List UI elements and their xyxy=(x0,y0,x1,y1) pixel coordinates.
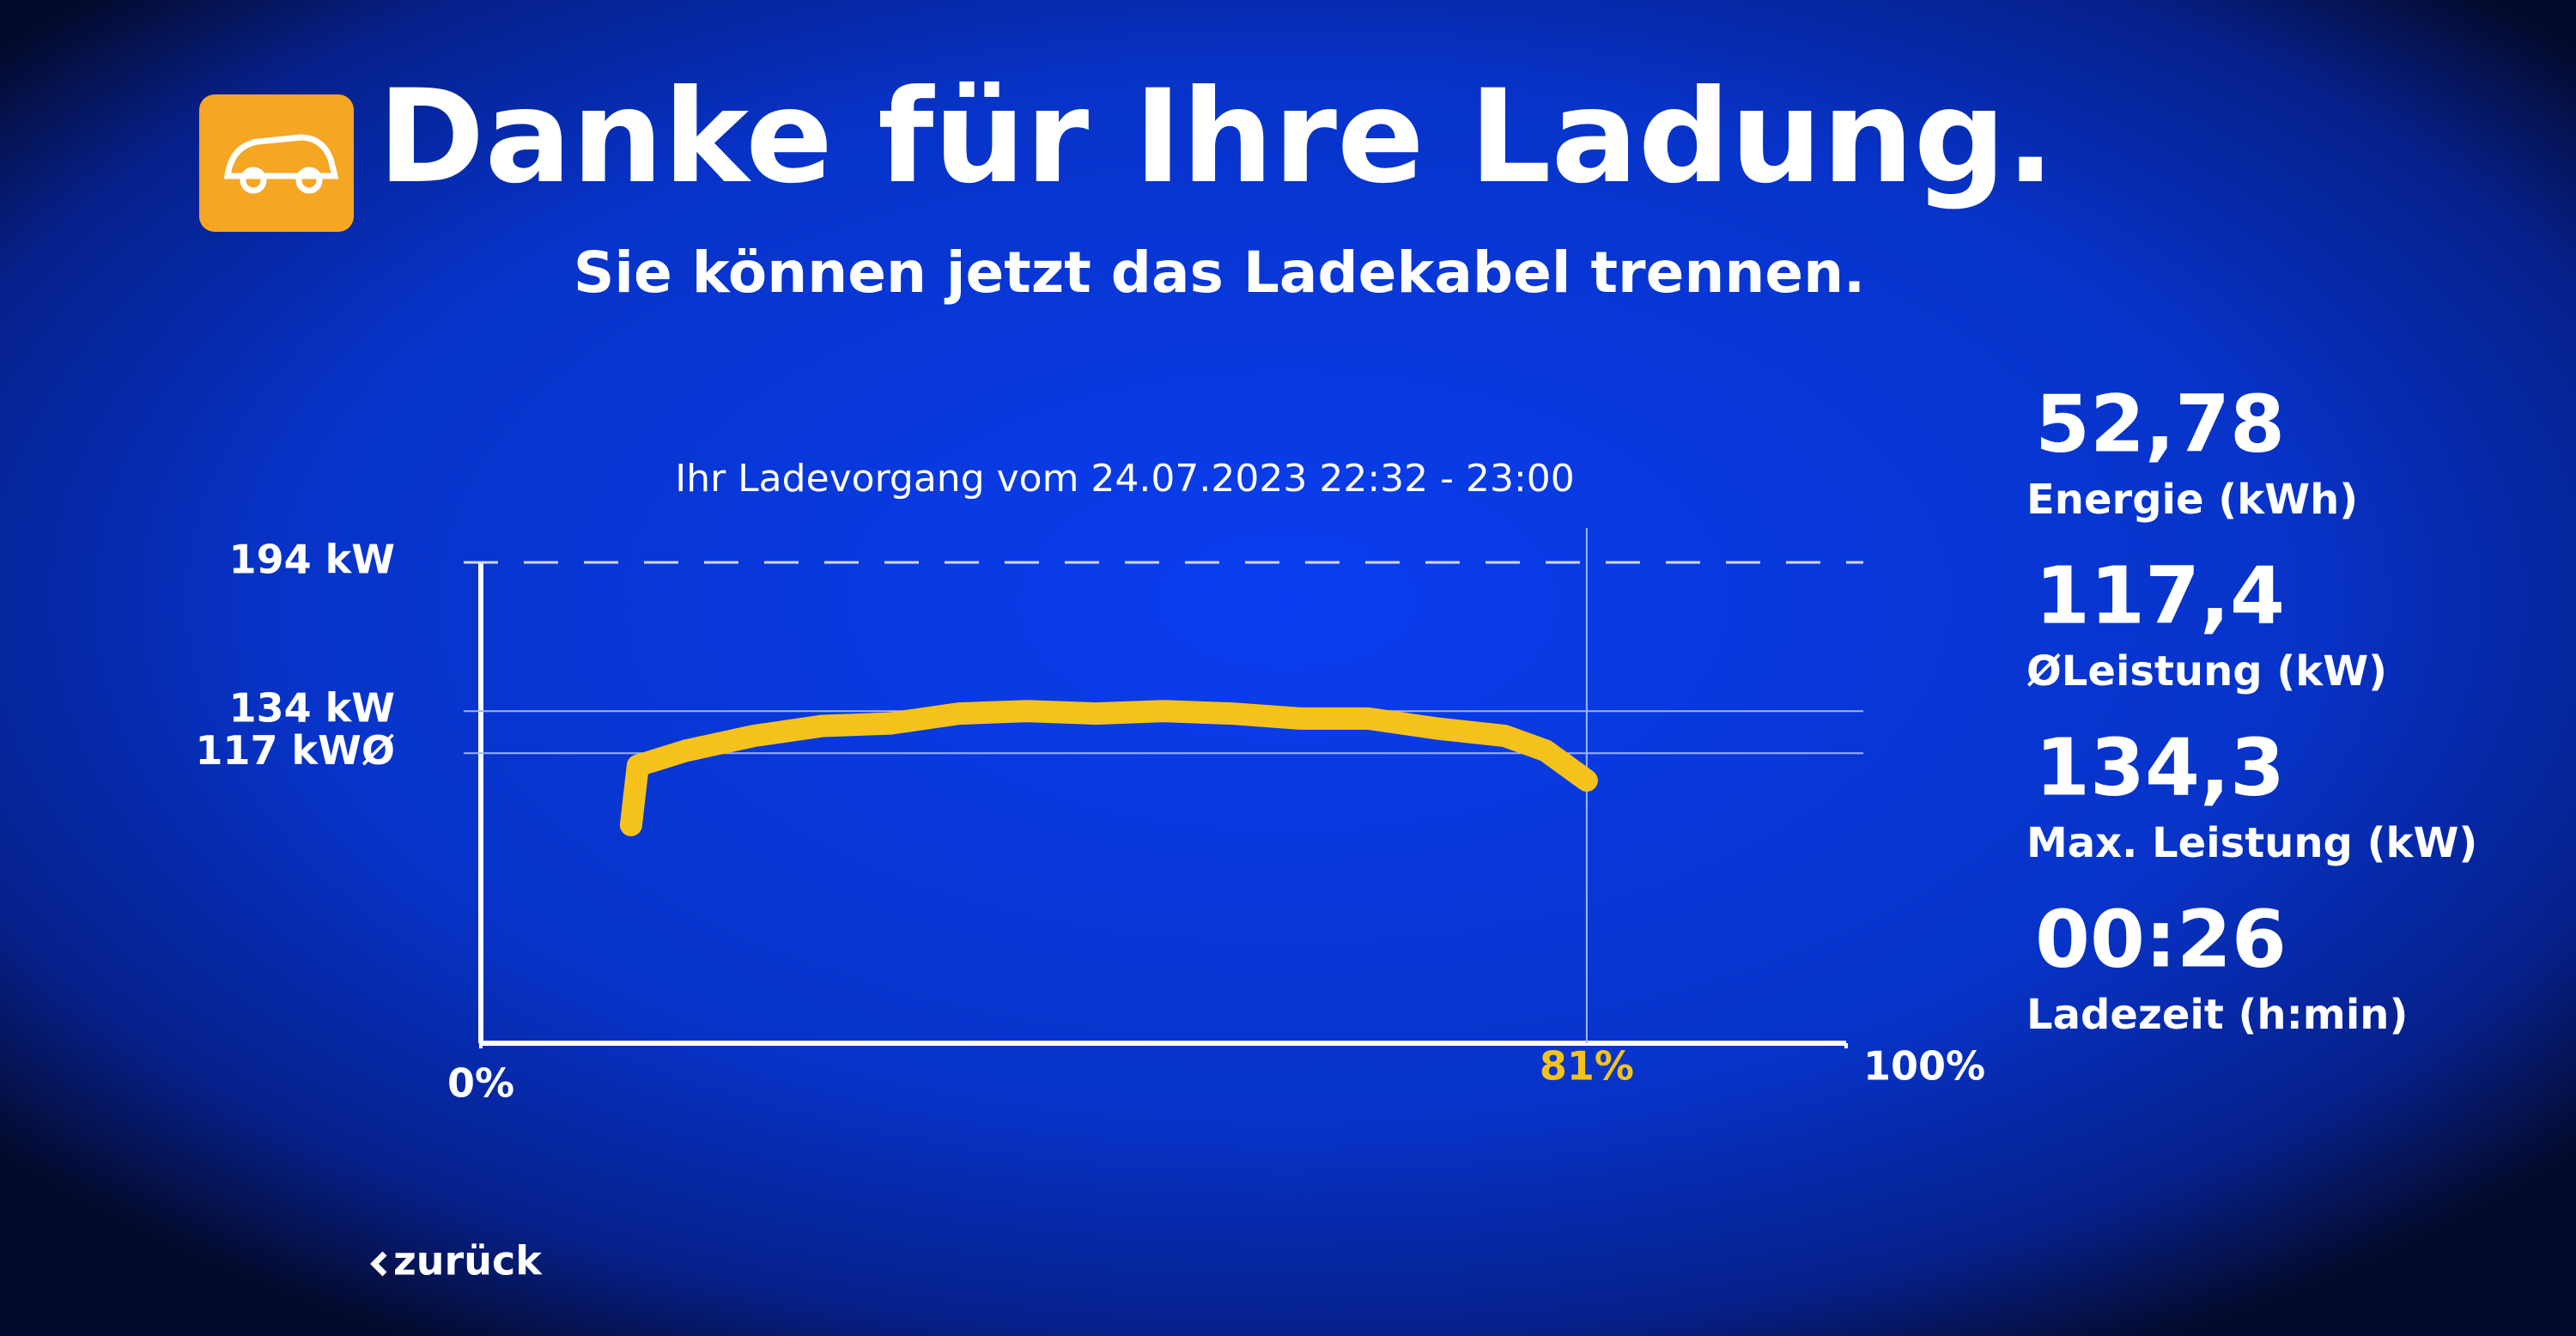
x-tick-label: 81% xyxy=(1540,1043,1634,1090)
y-tick-label: 194 kW xyxy=(229,537,395,583)
back-button[interactable]: zurück xyxy=(370,1238,543,1284)
stat-value: 52,78 xyxy=(2035,378,2285,470)
subtitle: Sie können jetzt das Ladekabel trennen. xyxy=(574,240,1865,306)
stat-label: Energie (kWh) xyxy=(2026,476,2358,524)
y-tick-label: 134 kW xyxy=(229,685,395,732)
stat-value: 134,3 xyxy=(2035,721,2285,813)
chart-title: Ihr Ladevorgang vom 24.07.2023 22:32 - 2… xyxy=(675,457,1575,501)
back-chevron xyxy=(370,1251,387,1277)
title: Danke für Ihre Ladung. xyxy=(378,63,2055,212)
stat-label: Max. Leistung (kW) xyxy=(2026,819,2477,867)
charging-icon xyxy=(199,94,354,232)
x-tick-label: 0% xyxy=(447,1060,514,1107)
stat-label: Ladezeit (h:min) xyxy=(2026,991,2408,1039)
stat-label: ØLeistung (kW) xyxy=(2026,647,2387,695)
y-tick-label: 117 kWØ xyxy=(196,727,395,774)
back-label[interactable]: zurück xyxy=(393,1238,543,1284)
stat-value: 117,4 xyxy=(2035,550,2285,641)
x-tick-label: 100% xyxy=(1863,1043,1985,1090)
stat-value: 00:26 xyxy=(2035,893,2287,985)
power-curve xyxy=(619,700,1598,836)
stats: 52,78 Energie (kWh) 117,4 ØLeistung (kW) 134… xyxy=(2026,378,2477,1039)
